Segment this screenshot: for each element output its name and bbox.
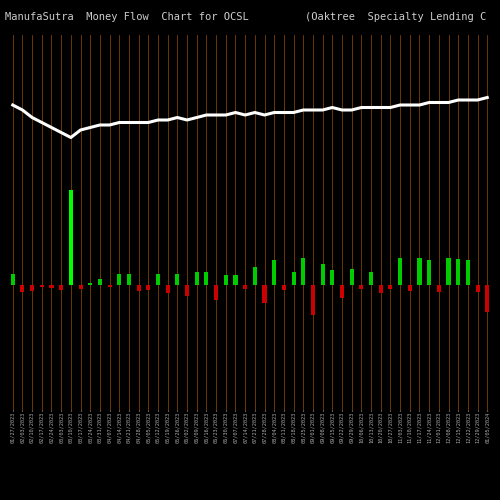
Bar — [456, 260, 460, 285]
Bar — [292, 272, 296, 285]
Bar — [224, 275, 228, 285]
Bar — [214, 285, 218, 300]
Bar — [30, 285, 34, 291]
Bar — [117, 274, 121, 285]
Text: ManufaSutra  Money Flow  Chart for OCSL         (Oaktree  Specialty Lending C: ManufaSutra Money Flow Chart for OCSL (O… — [5, 12, 486, 22]
Bar — [10, 274, 15, 285]
Bar — [320, 264, 324, 285]
Bar — [166, 285, 170, 293]
Bar — [40, 285, 44, 288]
Bar — [446, 258, 450, 285]
Bar — [59, 285, 63, 290]
Bar — [437, 285, 441, 292]
Bar — [418, 258, 422, 285]
Bar — [146, 285, 150, 290]
Bar — [204, 272, 208, 285]
Bar — [98, 279, 102, 285]
Bar — [330, 270, 334, 285]
Bar — [427, 260, 431, 285]
Bar — [360, 285, 364, 289]
Bar — [194, 272, 199, 285]
Bar — [350, 269, 354, 285]
Bar — [88, 282, 92, 285]
Bar — [272, 260, 276, 285]
Bar — [282, 285, 286, 290]
Bar — [69, 190, 73, 285]
Bar — [108, 285, 112, 287]
Bar — [50, 285, 54, 288]
Bar — [408, 285, 412, 291]
Bar — [378, 285, 383, 293]
Bar — [78, 285, 82, 289]
Bar — [369, 272, 373, 285]
Bar — [253, 267, 257, 285]
Bar — [185, 285, 189, 296]
Bar — [398, 258, 402, 285]
Bar — [466, 260, 470, 285]
Bar — [485, 285, 490, 312]
Bar — [262, 285, 266, 303]
Bar — [311, 285, 315, 316]
Bar — [340, 285, 344, 298]
Bar — [20, 285, 24, 292]
Bar — [136, 285, 140, 291]
Bar — [234, 275, 237, 285]
Bar — [176, 274, 180, 285]
Bar — [388, 285, 392, 289]
Bar — [476, 285, 480, 292]
Bar — [243, 285, 247, 289]
Bar — [301, 258, 306, 285]
Bar — [127, 274, 131, 285]
Bar — [156, 274, 160, 285]
